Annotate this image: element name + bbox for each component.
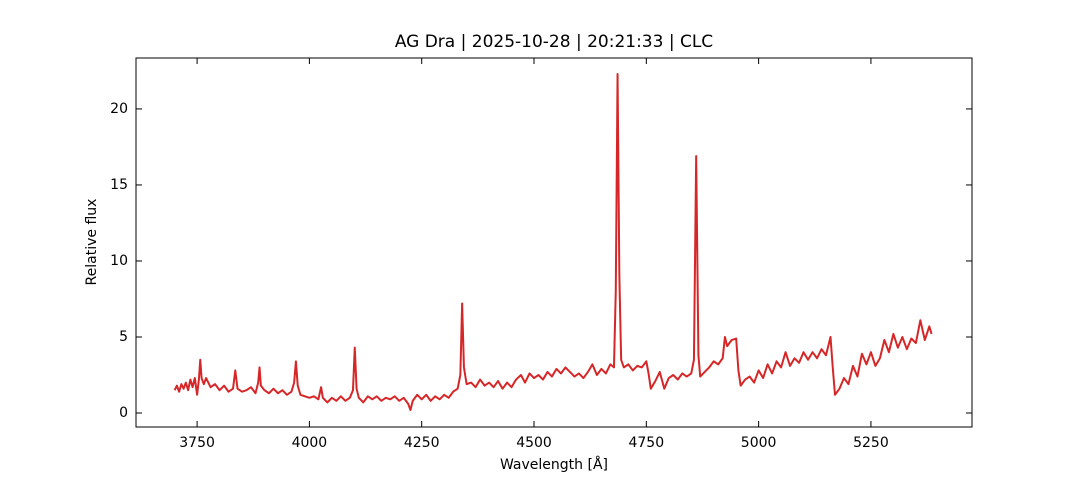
chart-title: AG Dra | 2025-10-28 | 20:21:33 | CLC	[395, 32, 713, 52]
x-tick-label: 4250	[404, 435, 440, 451]
y-tick-label: 0	[119, 405, 128, 421]
y-tick-label: 10	[110, 253, 128, 269]
x-axis-label: Wavelength [Å]	[500, 456, 608, 473]
x-tick-label: 5250	[853, 435, 889, 451]
x-tick-label: 4750	[628, 435, 664, 451]
y-tick-label: 5	[119, 329, 128, 345]
x-tick-label: 4500	[516, 435, 552, 451]
plot-frame	[135, 57, 973, 428]
x-tick-label: 3750	[179, 435, 215, 451]
x-tick-label: 5000	[741, 435, 777, 451]
y-tick-label: 15	[110, 177, 128, 193]
x-tick-label: 4000	[292, 435, 328, 451]
y-tick-label: 20	[110, 101, 128, 117]
spectrum-line	[173, 72, 933, 411]
y-axis-label: Relative flux	[84, 199, 100, 286]
